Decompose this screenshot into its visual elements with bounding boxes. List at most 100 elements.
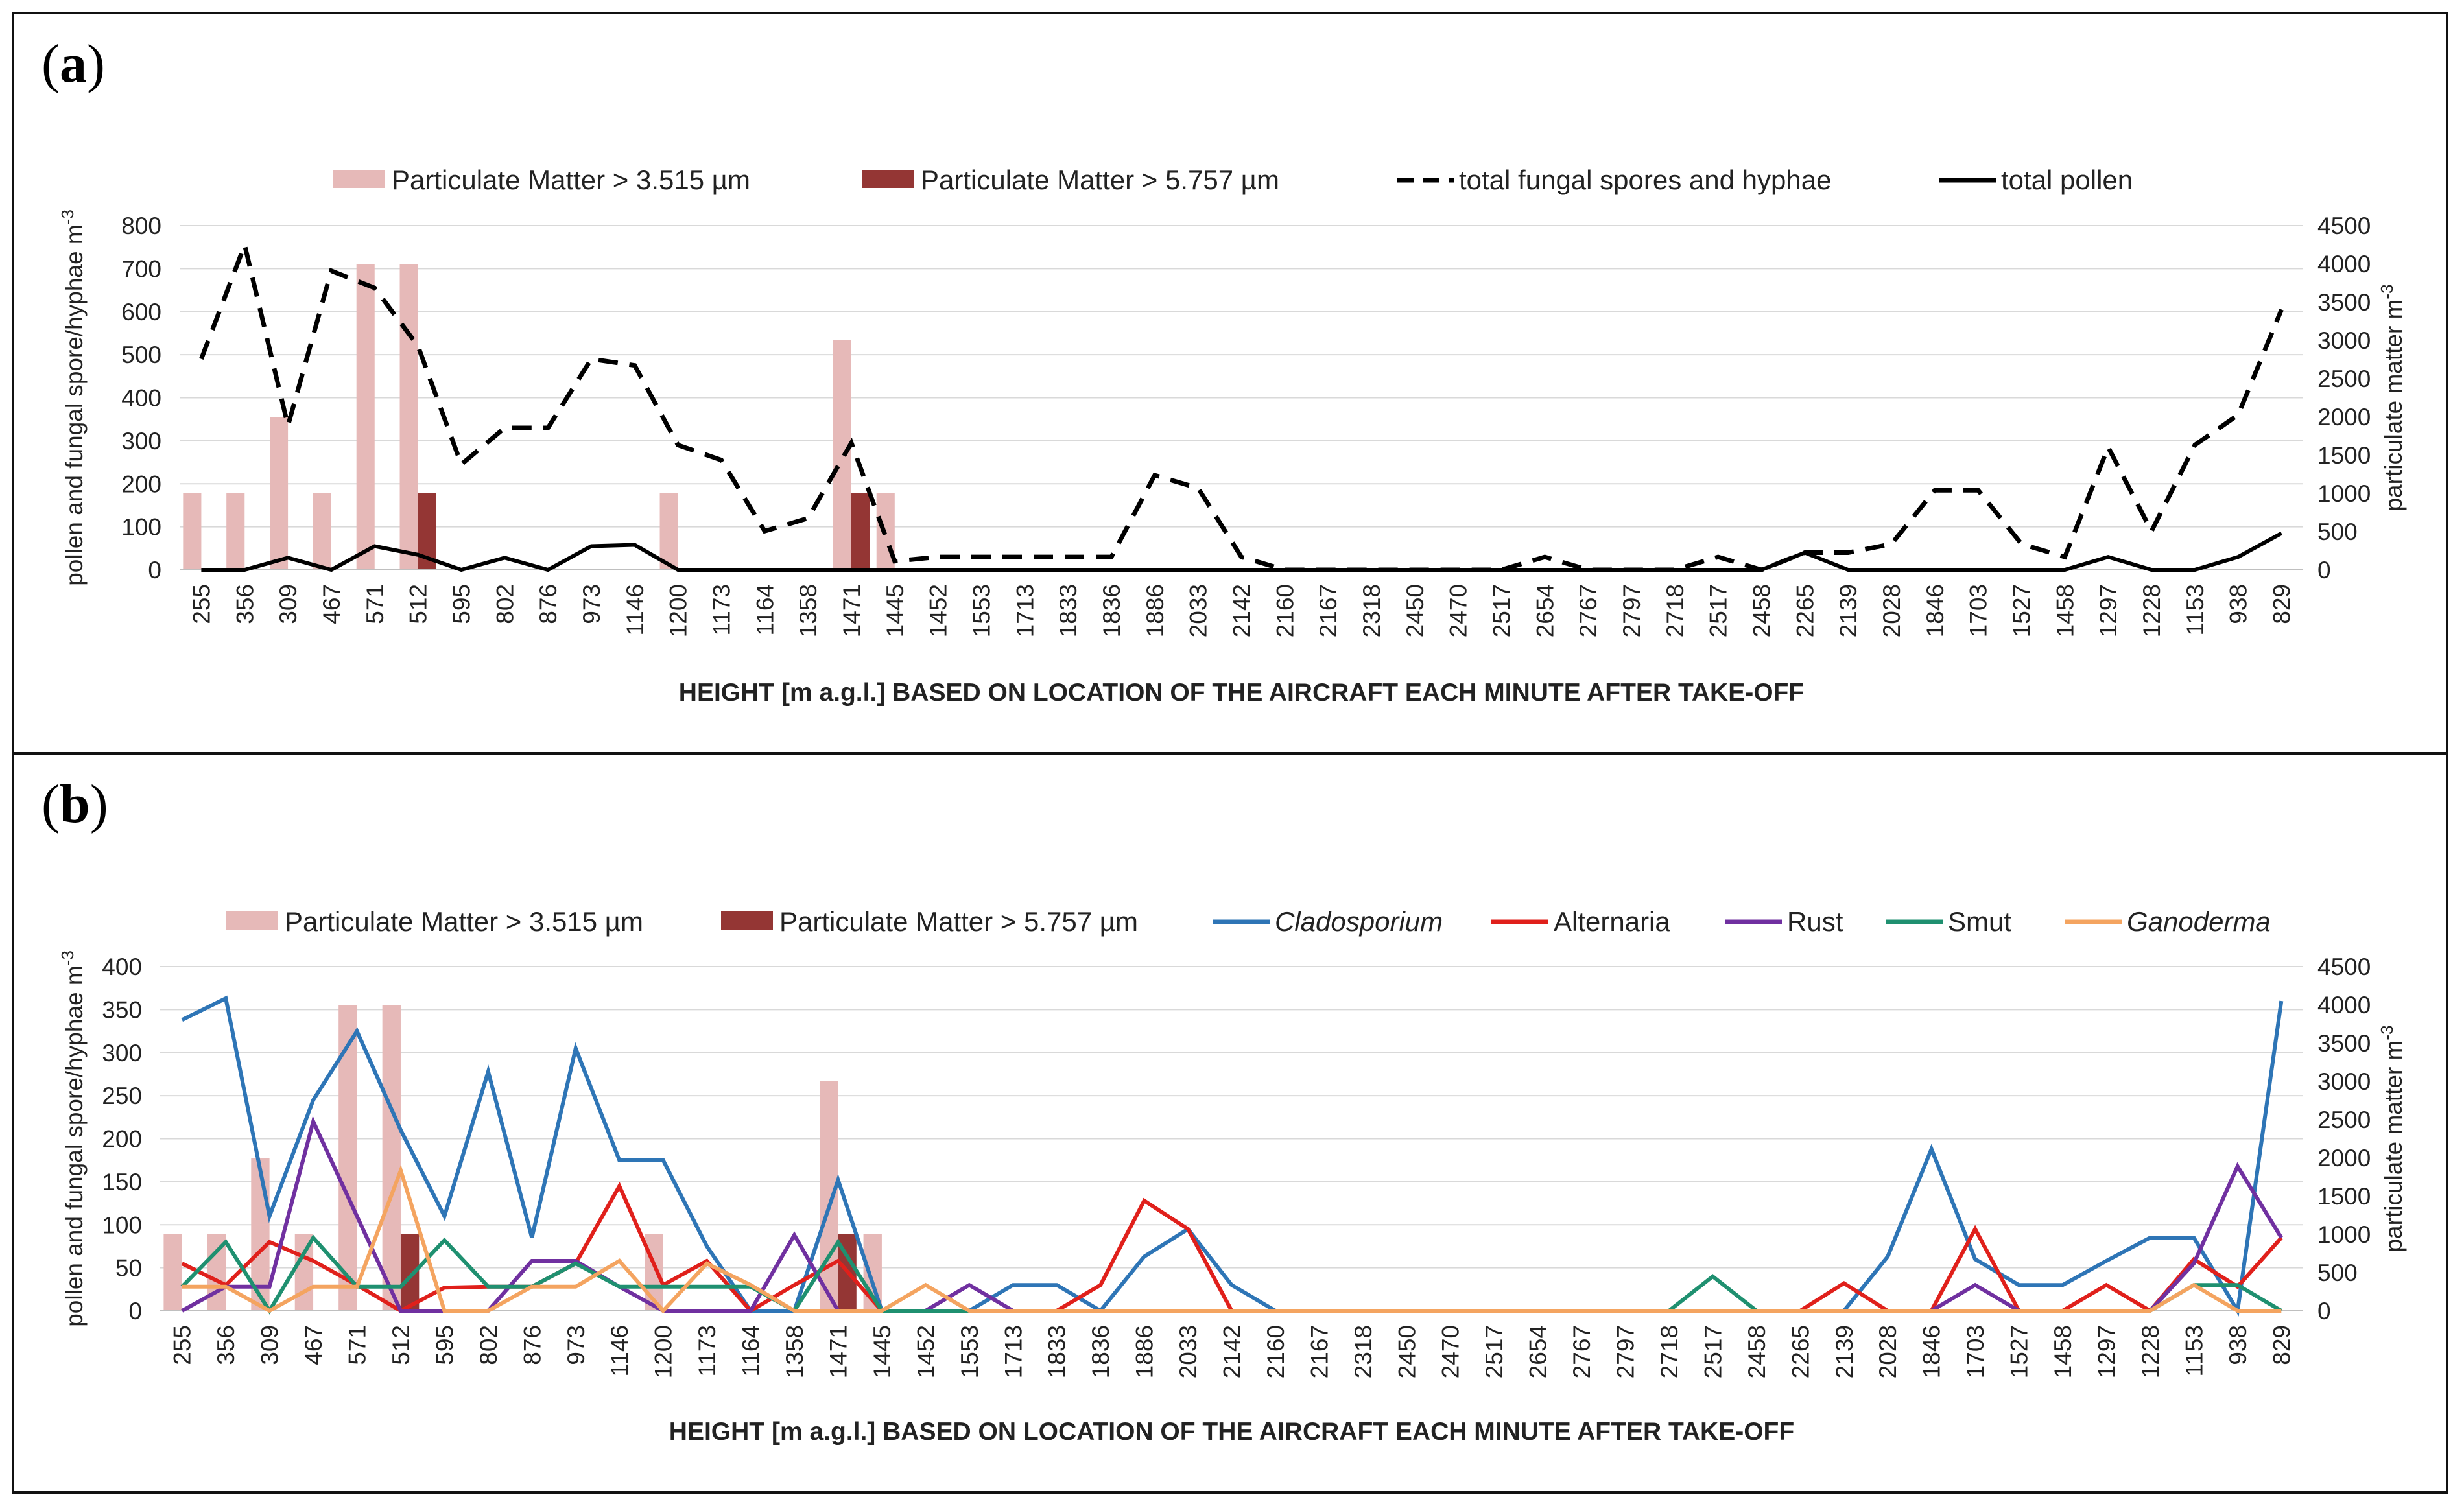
x-tick-label: 2028: [1875, 1325, 1901, 1378]
y-tick-label-right: 3500: [2317, 1030, 2371, 1057]
bar-pm-3515: [833, 340, 851, 570]
y-tick-label-right: 4500: [2317, 213, 2371, 239]
y-tick-label-right: 500: [2317, 1260, 2358, 1286]
x-tick-label: 938: [2225, 1325, 2251, 1365]
x-tick-label: 1200: [665, 584, 692, 637]
y-axis-title-left-text: pollen and fungal spore/hyphae m: [61, 224, 88, 585]
x-tick-label: 356: [231, 584, 258, 624]
y-tick-label-right: 1000: [2317, 1221, 2371, 1248]
y-tick-label-right: 2500: [2317, 366, 2371, 392]
x-tick-label: 2139: [1835, 584, 1862, 637]
x-tick-label: 1173: [694, 1325, 720, 1377]
x-tick-label: 1358: [795, 584, 822, 637]
x-tick-label: 467: [318, 584, 345, 624]
x-tick-label: 571: [362, 584, 388, 624]
y-tick-label-right: 2500: [2317, 1107, 2371, 1133]
y-tick-label-left: 800: [121, 213, 161, 239]
x-tick-label: 2167: [1315, 584, 1342, 637]
x-tick-label: 2450: [1402, 584, 1428, 637]
x-tick-label: 1886: [1131, 1325, 1158, 1378]
x-tick-label: 802: [492, 584, 518, 624]
y-axis-title-left: pollen and fungal spore/hyphae m-3: [58, 209, 88, 586]
legend-label: total pollen: [2001, 165, 2133, 195]
bar-pm-5757: [851, 493, 870, 570]
x-tick-label: 1553: [956, 1325, 983, 1378]
y-tick-label-left: 300: [121, 428, 161, 454]
y-tick-label-right: 2000: [2317, 1145, 2371, 1171]
y-tick-label-left: 400: [102, 954, 142, 980]
x-tick-label: 2718: [1662, 584, 1688, 637]
x-tick-label: 1846: [1919, 1325, 1945, 1378]
legend-swatch: [721, 911, 773, 930]
x-tick-label: 512: [405, 584, 432, 624]
x-tick-label: 2470: [1438, 1325, 1464, 1378]
x-tick-label: 1146: [622, 584, 648, 636]
panel-label-a: (a): [41, 34, 105, 94]
x-tick-label: 512: [388, 1325, 414, 1365]
x-tick-label: 1228: [2138, 584, 2165, 637]
x-tick-label: 2139: [1831, 1325, 1858, 1378]
x-tick-label: 1471: [838, 584, 865, 637]
y-tick-label-left: 150: [102, 1169, 142, 1195]
x-tick-label: 1445: [882, 584, 908, 637]
y-tick-label-right: 2000: [2317, 404, 2371, 430]
x-tick-label: 1458: [2050, 1325, 2076, 1378]
bar-pm-3515: [659, 493, 678, 570]
y-axis-title-right-sup: -3: [2377, 284, 2397, 299]
x-tick-label: 1173: [708, 584, 735, 636]
y-tick-label-left: 350: [102, 996, 142, 1023]
x-tick-label: 2142: [1219, 1325, 1246, 1378]
bar-pm-3515: [226, 493, 245, 570]
legend-swatch: [333, 170, 385, 188]
x-tick-label: 2718: [1656, 1325, 1683, 1378]
x-tick-label: 1833: [1055, 584, 1082, 637]
x-tick-label: 1164: [752, 584, 778, 636]
bar-pm-3515: [382, 1005, 401, 1311]
x-tick-label: 2470: [1445, 584, 1472, 637]
legend-label: total fungal spores and hyphae: [1459, 165, 1831, 195]
x-tick-label: 1713: [1000, 1325, 1026, 1378]
x-tick-label: 2767: [1569, 1325, 1595, 1378]
y-tick-label-left: 600: [121, 299, 161, 325]
x-tick-label: 2517: [1705, 584, 1732, 637]
x-tick-label: 1471: [825, 1325, 851, 1378]
x-tick-label: 2142: [1229, 584, 1255, 637]
x-tick-label: 2654: [1532, 584, 1558, 637]
x-tick-label: 356: [213, 1325, 239, 1365]
bar-pm-3515: [163, 1234, 182, 1311]
x-tick-label: 2767: [1575, 584, 1602, 637]
x-tick-label: 2160: [1272, 584, 1298, 637]
legend-swatch: [862, 170, 914, 188]
x-tick-label: 255: [188, 584, 215, 624]
x-tick-label: 595: [431, 1325, 458, 1365]
y-tick-label-left: 0: [148, 557, 161, 583]
y-axis-title-left: pollen and fungal spore/hyphae m-3: [58, 950, 88, 1327]
bar-pm-3515: [399, 264, 418, 570]
legend-label: Ganoderma: [2127, 906, 2271, 937]
x-tick-label: 2033: [1185, 584, 1212, 637]
y-tick-label-left: 300: [102, 1040, 142, 1066]
x-tick-label: 1458: [2052, 584, 2078, 637]
x-tick-label: 467: [300, 1325, 327, 1365]
x-tick-label: 2318: [1350, 1325, 1377, 1378]
y-tick-label-left: 700: [121, 255, 161, 282]
panel-label-b: (b): [41, 774, 108, 834]
x-tick-label: 1553: [968, 584, 995, 637]
y-tick-label-left: 50: [115, 1255, 142, 1282]
x-tick-label: 1703: [1965, 584, 1992, 637]
legend-label: Alternaria: [1554, 906, 1670, 937]
x-tick-label: 595: [448, 584, 475, 624]
x-tick-label: 2797: [1613, 1325, 1639, 1378]
bar-pm-3515: [356, 264, 375, 570]
x-tick-label: 802: [475, 1325, 502, 1365]
bar-pm-3515: [270, 417, 289, 570]
x-axis-title: HEIGHT [m a.g.l.] BASED ON LOCATION OF T…: [669, 1418, 1794, 1446]
x-tick-label: 1836: [1087, 1325, 1114, 1378]
y-tick-label-right: 4500: [2317, 954, 2371, 980]
y-tick-label-right: 1500: [2317, 1183, 2371, 1210]
y-tick-label-left: 0: [128, 1298, 142, 1324]
x-tick-label: 1153: [2181, 1325, 2207, 1377]
x-tick-label: 2797: [1618, 584, 1645, 637]
x-tick-label: 571: [344, 1325, 371, 1365]
x-tick-label: 1297: [2093, 1325, 2120, 1378]
